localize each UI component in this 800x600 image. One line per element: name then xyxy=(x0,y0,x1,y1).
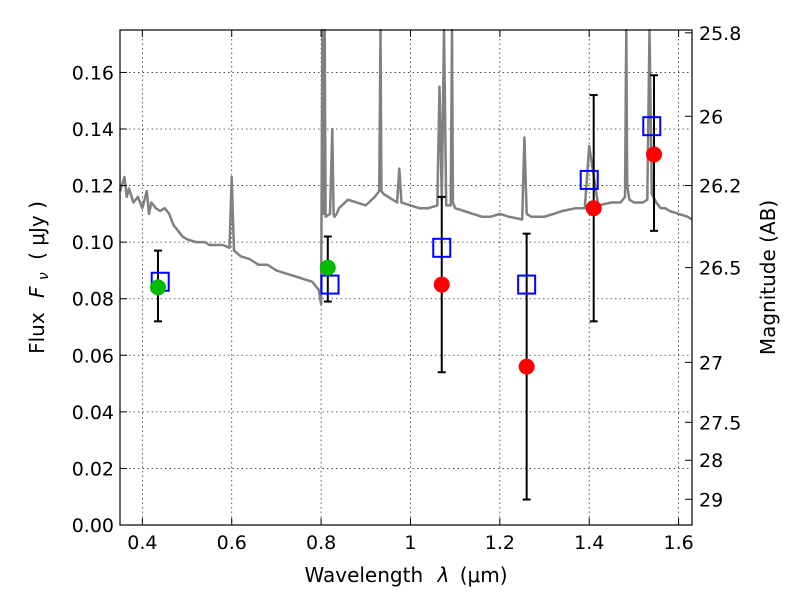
tick-layer: 0.4 0.6 0.8 1 1.2 1.4 1.6 0.00 0.02 0.04 0.06 0.08 0… xyxy=(72,23,742,554)
plot-frame xyxy=(119,29,693,526)
marker-layer xyxy=(149,116,663,375)
y2-tick-label: 28 xyxy=(699,450,723,472)
y-tick-label: 0.08 xyxy=(72,289,114,311)
y2-tick-label: 26.5 xyxy=(699,258,741,280)
y-tick-label: 0.00 xyxy=(72,515,114,537)
x-axis-label-unit: (μm) xyxy=(460,563,508,587)
y-tick-label: 0.14 xyxy=(72,119,114,141)
x-tick-label: 1.4 xyxy=(574,532,604,554)
red-data-point xyxy=(433,276,450,293)
errorbar-layer xyxy=(153,74,659,501)
x-tick-label: 0.6 xyxy=(217,532,247,554)
y2-tick-label: 26 xyxy=(699,106,723,128)
y2-axis-label: Magnitude (AB) xyxy=(756,200,780,355)
y-axis-label-subscript: ν xyxy=(36,272,52,280)
y2-tick-label: 27 xyxy=(699,352,723,374)
green-data-point xyxy=(149,279,166,296)
y-axis-label-prefix: Flux xyxy=(25,312,49,354)
model-square-marker xyxy=(517,274,537,295)
model-square-marker xyxy=(320,274,340,295)
y-tick-label: 0.02 xyxy=(72,458,114,480)
x-tick-label: 1.2 xyxy=(485,532,515,554)
y-tick-label: 0.06 xyxy=(72,345,114,367)
x-tick-label: 0.4 xyxy=(127,532,157,554)
red-data-point xyxy=(585,200,602,217)
model-square-marker xyxy=(579,169,599,190)
x-tick-label: 1.6 xyxy=(663,532,693,554)
x-axis-label-symbol: λ xyxy=(437,563,450,587)
model-square-marker xyxy=(432,237,452,258)
y2-tick-label: 29 xyxy=(699,489,723,511)
red-data-point xyxy=(518,358,535,375)
y-tick-label: 0.04 xyxy=(72,402,114,424)
y-tick-label: 0.10 xyxy=(72,232,114,254)
x-tick-label: 0.8 xyxy=(306,532,336,554)
x-tick-label: 1 xyxy=(404,532,416,554)
y-axis-label: Flux F ν ( μJy ) xyxy=(25,201,53,354)
x-axis-label-prefix: Wavelength xyxy=(304,563,423,587)
y2-tick-label: 27.5 xyxy=(699,412,741,434)
y-axis-label-symbol: F xyxy=(25,286,49,298)
y-tick-label: 0.12 xyxy=(72,176,114,198)
spectrum-line xyxy=(118,28,693,306)
green-data-point xyxy=(319,259,336,276)
model-square-marker xyxy=(642,116,662,137)
x-axis-label: Wavelength λ (μm) xyxy=(304,563,507,587)
y-axis-label-unit: ( μJy ) xyxy=(25,201,49,260)
spectrum-layer xyxy=(118,28,693,306)
y-tick-label: 0.16 xyxy=(72,62,114,84)
y2-tick-label: 25.8 xyxy=(699,23,741,45)
y2-tick-label: 26.2 xyxy=(699,176,741,198)
red-data-point xyxy=(646,146,663,163)
grid-layer xyxy=(120,30,692,525)
